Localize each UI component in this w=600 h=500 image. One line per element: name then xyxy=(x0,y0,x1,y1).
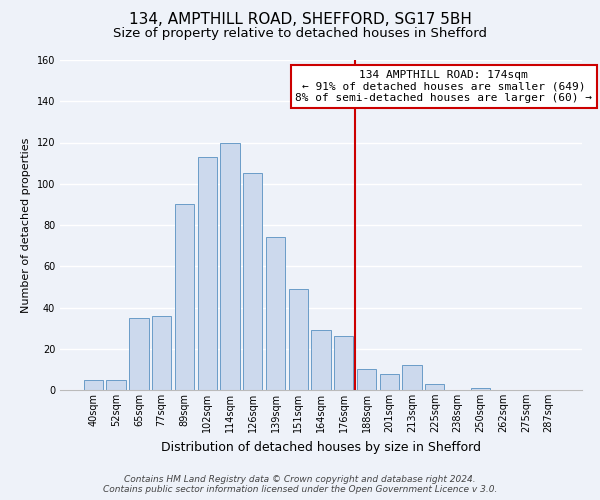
Bar xyxy=(152,316,172,390)
Text: Contains HM Land Registry data © Crown copyright and database right 2024.
Contai: Contains HM Land Registry data © Crown c… xyxy=(103,474,497,494)
Bar xyxy=(380,374,399,390)
Bar xyxy=(220,142,239,390)
Text: Size of property relative to detached houses in Shefford: Size of property relative to detached ho… xyxy=(113,28,487,40)
Bar xyxy=(175,204,194,390)
Bar xyxy=(197,157,217,390)
Bar xyxy=(403,365,422,390)
Bar xyxy=(129,318,149,390)
Y-axis label: Number of detached properties: Number of detached properties xyxy=(21,138,31,312)
Bar xyxy=(470,388,490,390)
Bar xyxy=(243,174,262,390)
Bar xyxy=(357,370,376,390)
Bar xyxy=(289,289,308,390)
Bar xyxy=(106,380,126,390)
Text: 134 AMPTHILL ROAD: 174sqm
← 91% of detached houses are smaller (649)
8% of semi-: 134 AMPTHILL ROAD: 174sqm ← 91% of detac… xyxy=(295,70,592,103)
Bar xyxy=(84,380,103,390)
Bar xyxy=(334,336,353,390)
Bar xyxy=(311,330,331,390)
Bar xyxy=(425,384,445,390)
Bar xyxy=(266,238,285,390)
X-axis label: Distribution of detached houses by size in Shefford: Distribution of detached houses by size … xyxy=(161,440,481,454)
Text: 134, AMPTHILL ROAD, SHEFFORD, SG17 5BH: 134, AMPTHILL ROAD, SHEFFORD, SG17 5BH xyxy=(128,12,472,28)
